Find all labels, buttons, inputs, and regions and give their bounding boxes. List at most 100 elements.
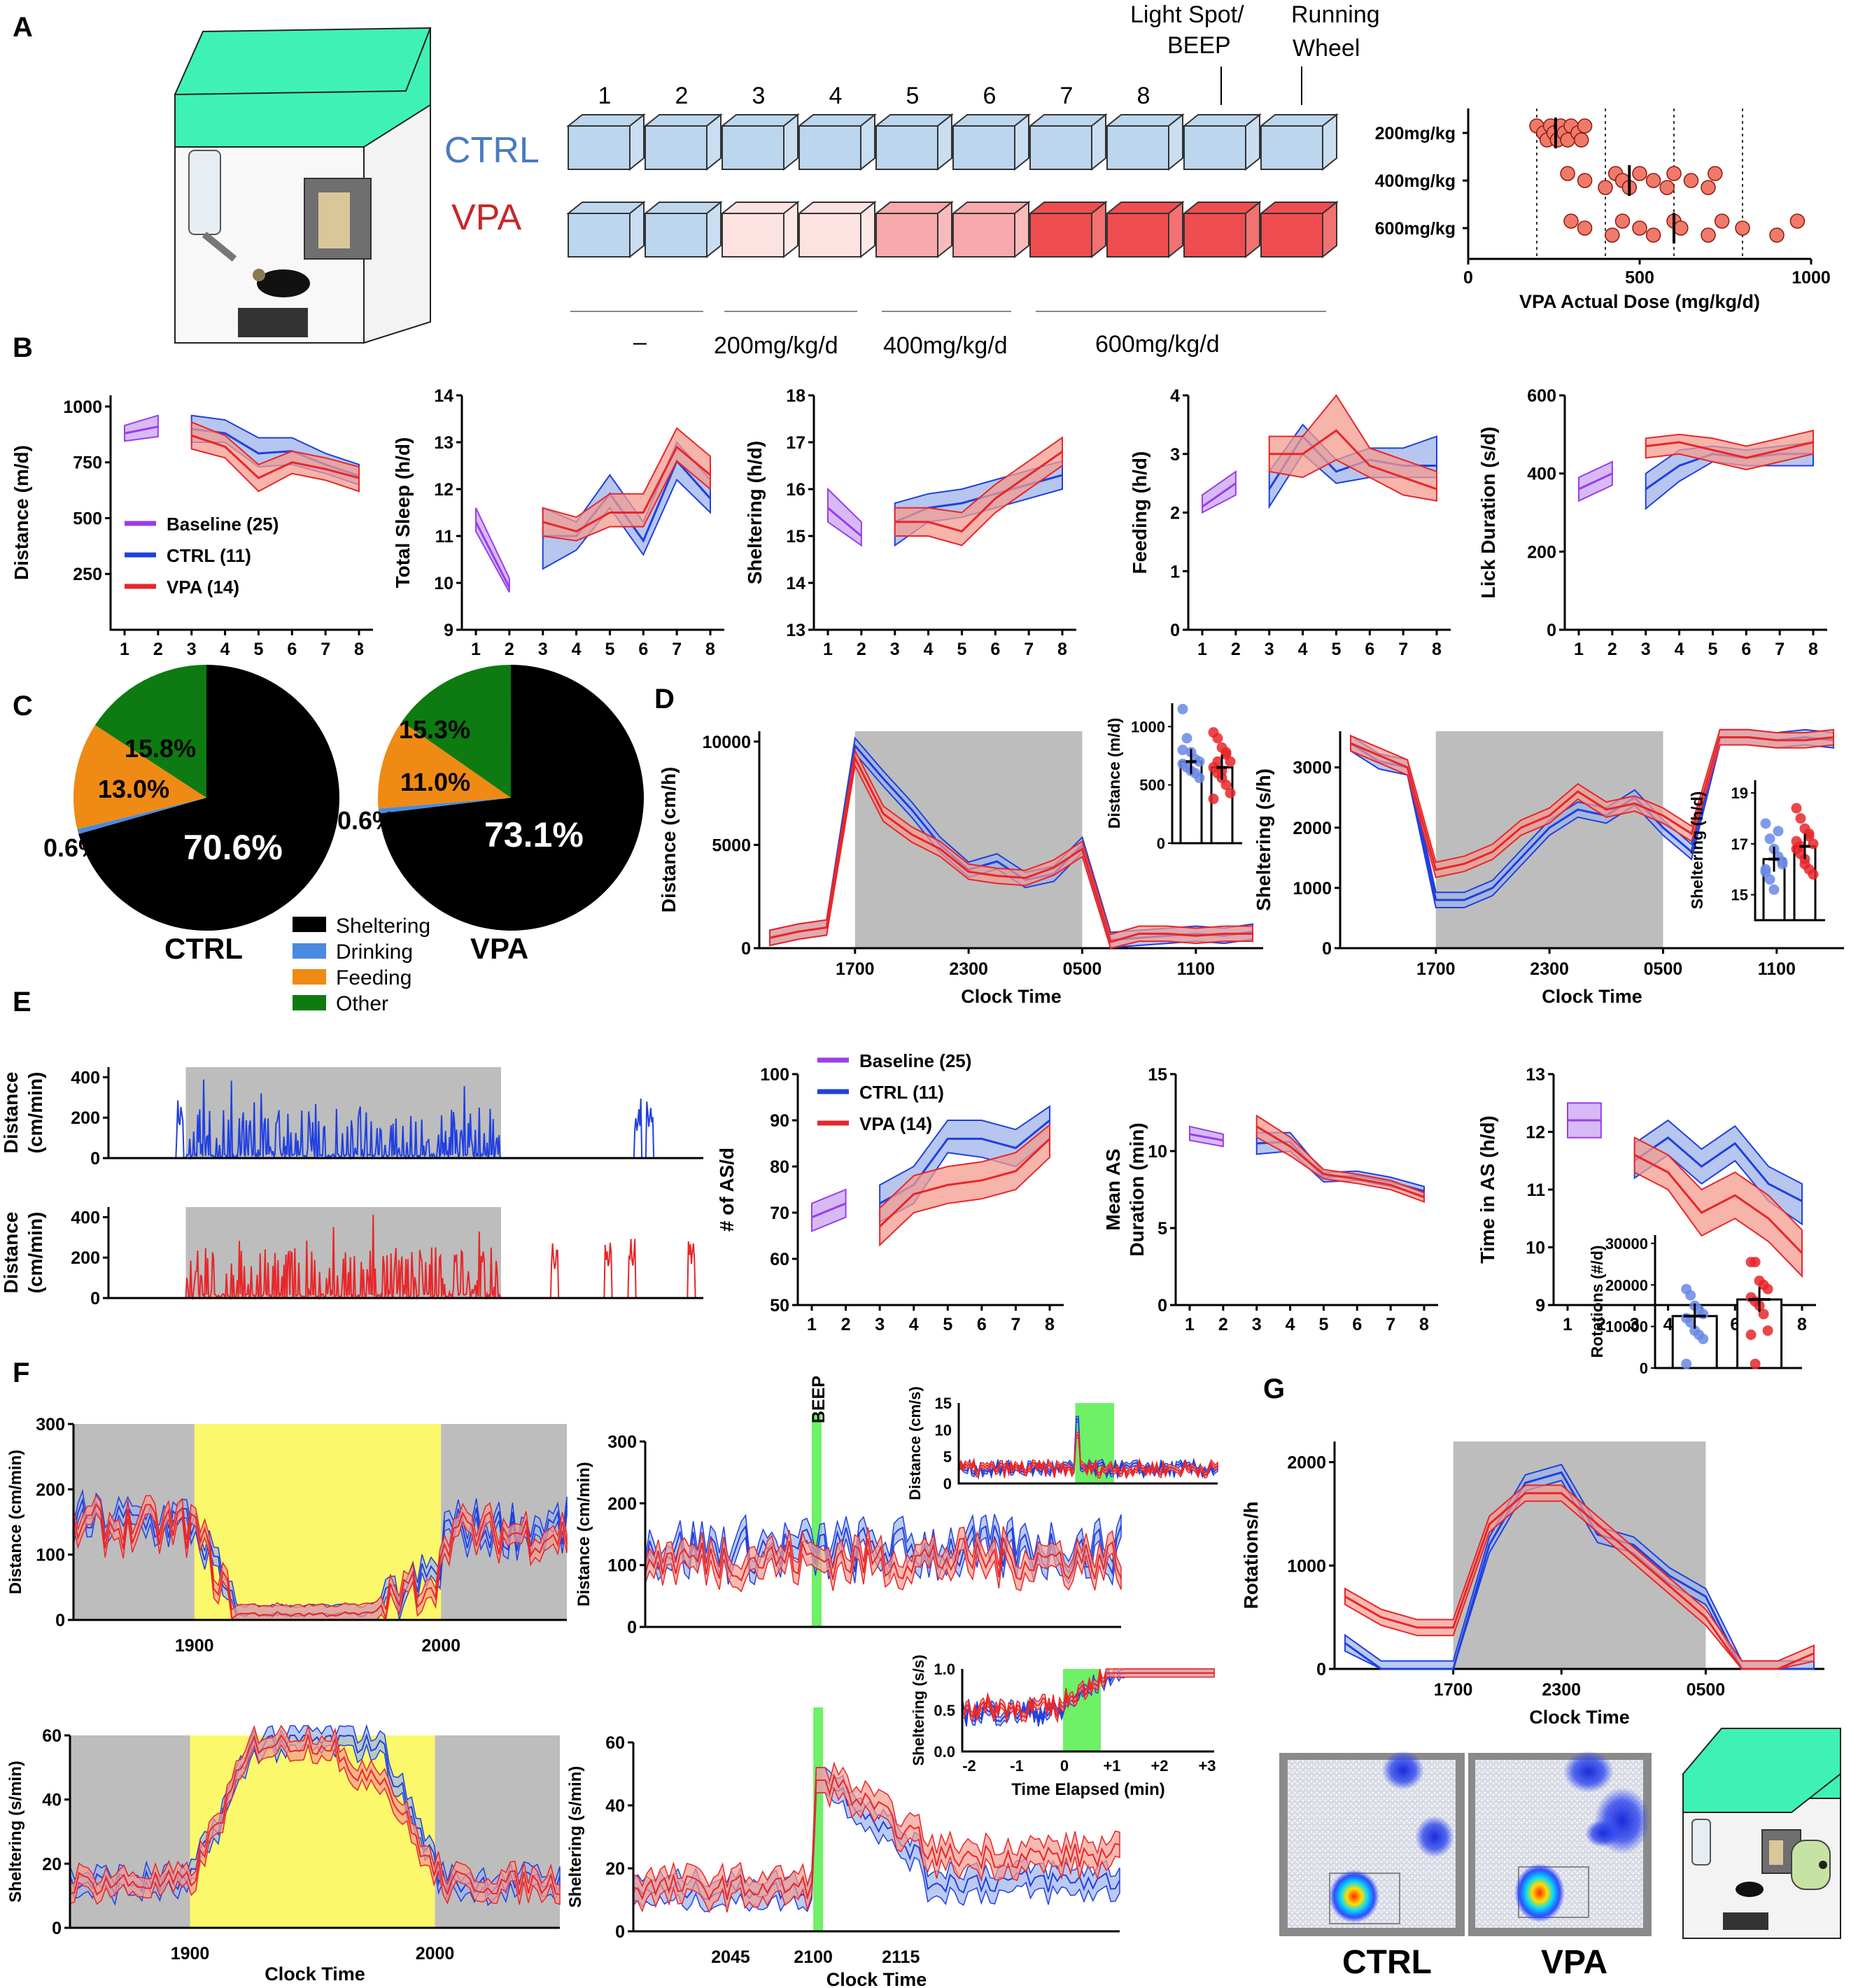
chart-light-spot-sheltering: 0 20 40 60 Sheltering (s/min) 1900 2000 Clock T… [6, 1723, 561, 1985]
y-tick-label: 2 [1170, 504, 1180, 523]
legend-swatch-sheltering [293, 917, 326, 932]
dose-point [1577, 118, 1593, 134]
inset-y-tick-label: 1.0 [934, 1661, 955, 1678]
x-tick-label: 8 [1045, 1315, 1055, 1334]
y-tick-label: 60 [770, 1250, 789, 1269]
dose-schedule: – 200mg/kg/d 400mg/kg/d 600mg/kg/d [570, 311, 1326, 359]
inset-y-axis-title: Distance (m/d) [1105, 718, 1123, 829]
y-axis-title: Time in AS (h/d) [1477, 1115, 1498, 1264]
mouse-icon [257, 269, 310, 297]
y-tick-label: 15 [786, 527, 805, 547]
chart-mean-as-duration: 0 5 10 15 1 2 3 4 5 6 7 8 Mean AS Duration (min) [1102, 1065, 1438, 1334]
x-tick-label: 500 [1625, 268, 1654, 288]
x-tick-label: 6 [1365, 640, 1374, 659]
y-tick-label: 10 [1526, 1239, 1545, 1258]
y-tick-label: 9 [444, 621, 453, 640]
panel-letter-f: F [13, 1358, 29, 1388]
x-tick-label: 6 [287, 640, 297, 659]
x-tick-label: 1700 [1434, 1680, 1473, 1700]
x-tick-label: 7 [1775, 640, 1785, 659]
x-tick-label: 2045 [711, 1947, 750, 1967]
chart-lick-duration: 0 200 400 600 1 2 3 4 5 6 7 8 Lick Duration (s/d) [1477, 386, 1827, 659]
y-axis-title: Rotations/h [1240, 1502, 1262, 1609]
y-tick-label: 12 [1526, 1123, 1545, 1143]
inset-x-axis-title: Time Elapsed (min) [1011, 1780, 1165, 1799]
inset-x-tick-label: -2 [962, 1757, 976, 1775]
x-tick-label: 2 [1607, 640, 1617, 659]
vpa-series-band [1350, 728, 1834, 879]
inset-point [1194, 773, 1205, 784]
y-tick-label: 0 [90, 1289, 100, 1309]
y-tick-label: 0 [1316, 1660, 1326, 1679]
cube-face [722, 213, 784, 258]
day-number: 5 [906, 83, 920, 109]
chart-number-of-as: 50 60 70 80 90 100 1 2 3 4 5 6 7 8 # of AS/d Baseline (… [716, 1050, 1064, 1334]
chart-light-spot-distance: 0 100 200 300 Distance (cm/min) 1900 2000 [6, 1415, 568, 1656]
y-axis-title: Sheltering (s/min) [566, 1766, 585, 1908]
x-tick-label: 1 [1197, 640, 1207, 659]
pie-legend: Sheltering Drinking Feeding Other [293, 915, 430, 1015]
cube-face [875, 213, 938, 258]
dark-phase-shading [854, 731, 1083, 948]
cube-face [1029, 213, 1092, 258]
y-tick-label: 0 [55, 1611, 65, 1630]
vpa-series-band [542, 427, 711, 542]
noisy-line [69, 1733, 561, 1896]
y-tick-label: 11 [435, 527, 454, 547]
x-tick-label: 2300 [1530, 959, 1569, 979]
legend-label-sheltering: Sheltering [336, 915, 430, 938]
dose-point [1789, 213, 1806, 229]
y-tick-label: 1000 [63, 397, 102, 417]
inset-y-tick-label: 10000 [1605, 1318, 1648, 1336]
y-tick-label: 80 [770, 1157, 789, 1177]
legend-swatch-other [293, 995, 326, 1010]
y-tick-label: 70 [770, 1204, 789, 1223]
x-tick-label: 4 [1675, 640, 1684, 659]
x-tick-label: 7 [321, 640, 330, 659]
dose-point [1645, 227, 1661, 243]
cube-face [875, 125, 938, 170]
vpa-series-band [894, 436, 1063, 547]
x-tick-label: 2300 [949, 959, 988, 979]
x-tick-label: 4 [572, 640, 582, 659]
inset-point [1795, 813, 1806, 824]
x-tick-label: 2300 [1542, 1680, 1581, 1700]
x-tick-label: 0500 [1687, 1680, 1726, 1700]
inset-y-axis-title: Sheltering (s/s) [910, 1655, 927, 1766]
inset-point [1760, 866, 1771, 877]
dose-point [1701, 180, 1716, 195]
category-label: 400mg/kg [1375, 171, 1456, 191]
y-tick-label: 400 [71, 1208, 100, 1227]
noisy-line [645, 1537, 1122, 1582]
y-tick-label: 0 [90, 1149, 100, 1169]
y-tick-label: 13 [1526, 1065, 1545, 1085]
dose-point [1632, 166, 1647, 181]
inset-y-tick-label: 1000 [1131, 718, 1165, 735]
inset-point [1808, 869, 1819, 880]
pie-value-label: 70.6% [183, 828, 283, 867]
cube-face [1106, 213, 1169, 258]
y-tick-label: 4 [1170, 386, 1180, 406]
inset-point [1762, 1325, 1773, 1337]
dose-point [1573, 132, 1589, 148]
shelter-icon [238, 308, 308, 337]
category-label: 600mg/kg [1375, 219, 1456, 239]
x-tick-label: 8 [354, 640, 364, 659]
inset-point [1685, 1317, 1696, 1328]
legend-label: CTRL (11) [859, 1082, 944, 1103]
y-tick-label: 0 [627, 1618, 637, 1637]
cube-face [568, 213, 631, 258]
legend-swatch-drinking [293, 943, 326, 959]
ctrl-series-line [1633, 1136, 1803, 1202]
x-tick-label: 1 [1574, 640, 1584, 659]
inset-point [1791, 803, 1802, 814]
x-tick-label: 1700 [1416, 959, 1456, 979]
axis-lines [1563, 395, 1827, 631]
inset-point [1225, 756, 1236, 767]
inset-y-tick-label: 0.5 [934, 1702, 955, 1719]
y-axis-title: Sheltering (s/h) [1253, 768, 1274, 911]
x-tick-label: 7 [1398, 640, 1408, 659]
